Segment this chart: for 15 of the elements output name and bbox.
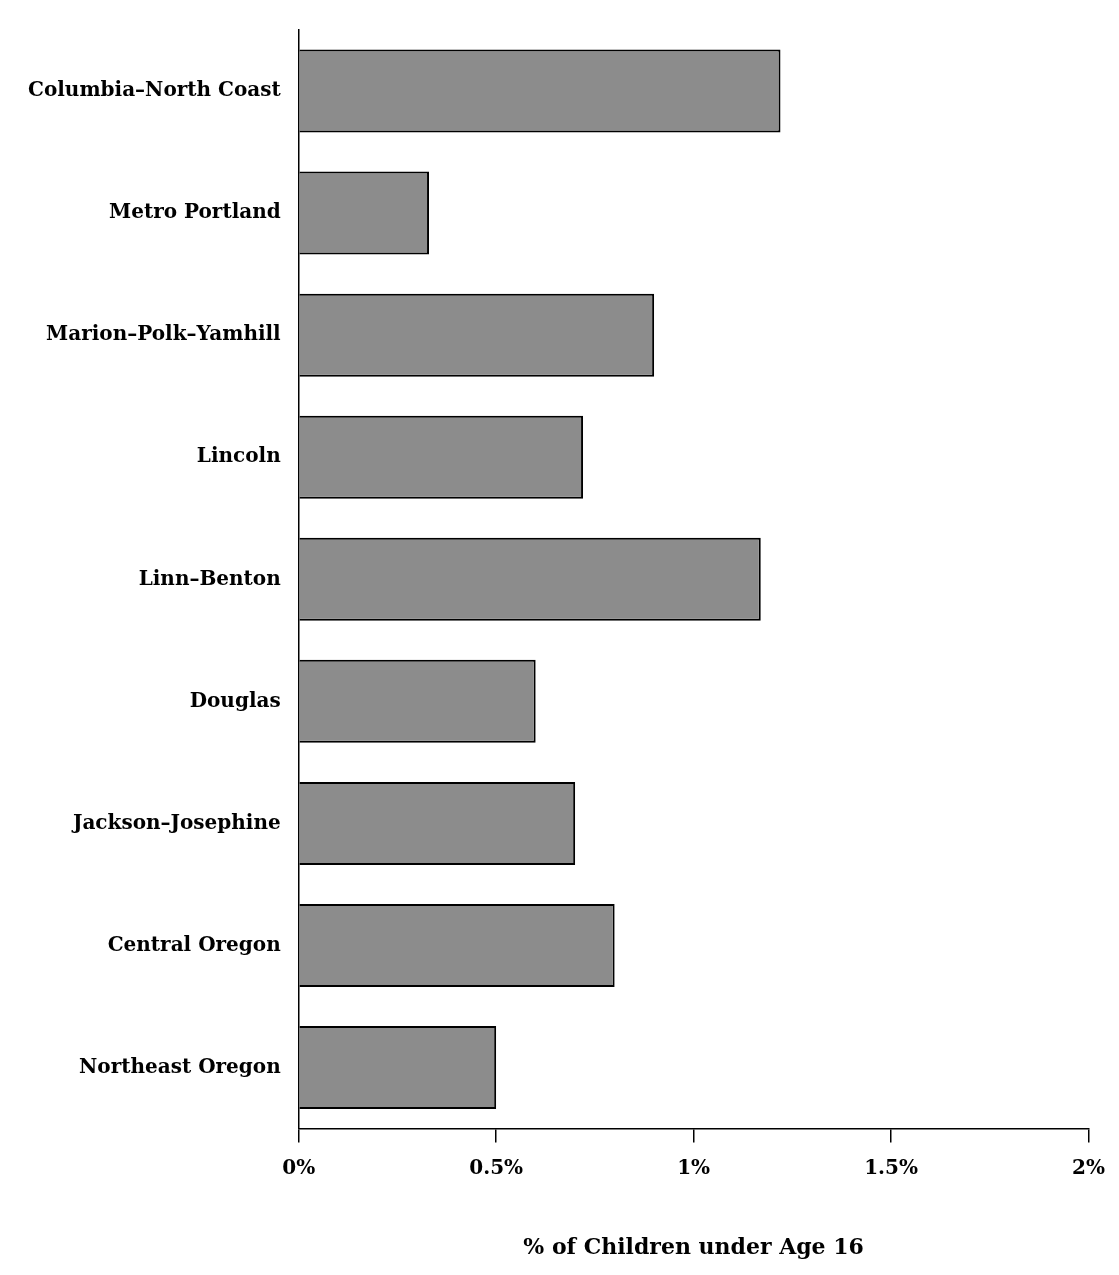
x-tick-label: 0% [282, 1154, 316, 1179]
x-tick-label: 1.5% [864, 1154, 918, 1179]
x-axis-title: % of Children under Age 16 [523, 1232, 864, 1259]
y-tick-label: Douglas [189, 687, 281, 712]
y-tick-label: Lincoln [196, 443, 282, 468]
y-tick-label: Marion–Polk–Yamhill [46, 321, 282, 346]
y-tick-label: Northeast Oregon [79, 1053, 282, 1078]
x-tick-label: 2% [1072, 1154, 1105, 1179]
y-tick-label: Metro Portland [109, 199, 281, 224]
x-tick-label: 1% [677, 1154, 711, 1179]
y-tick-label: Central Oregon [107, 931, 282, 956]
y-tick-label: Linn–Benton [138, 565, 282, 590]
y-tick-label: Jackson–Josephine [70, 809, 281, 834]
x-tick-label: 0.5% [469, 1154, 524, 1179]
y-tick-label: Columbia–North Coast [28, 77, 282, 102]
